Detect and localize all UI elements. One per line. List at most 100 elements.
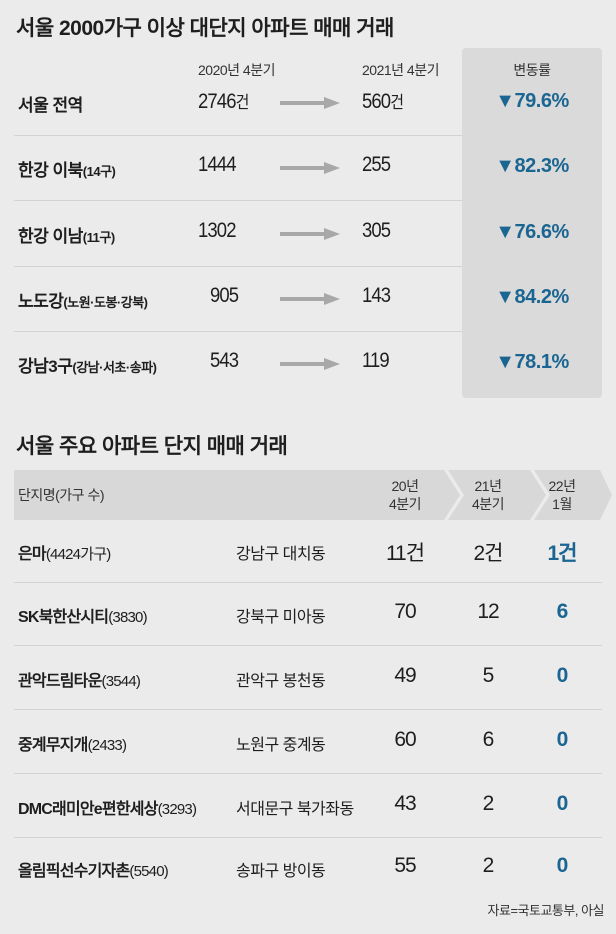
value: 2746 [198,90,236,113]
table-row: 노도강(노원·도봉·강북) 905 143 ▼84.2% [0,283,616,313]
value: 255 [362,153,391,176]
value-2020q4: 543 [210,349,239,373]
region-label: 서울 전역 [18,91,83,116]
region-name: 한강 이남 [18,227,83,246]
value-2021q4: 305 [362,219,391,243]
header-20q4: 20년 4분기 [388,478,422,512]
complex-name: 중계무지개(2433) [18,731,127,755]
region-label: 한강 이남(11구) [18,222,115,247]
value-21q4: 6 [482,728,495,751]
value-20q4: 43 [394,792,416,815]
region-note: (11구) [82,230,115,245]
value-21q4: 2 [482,792,495,815]
value: 1302 [198,219,236,242]
value-20q4: 60 [394,728,416,751]
col-header-change: 변동률 [513,62,551,78]
district: 강북구 미아동 [236,609,326,626]
value-2020q4: 1444 [198,153,236,177]
header-21q4: 21년 4분기 [471,478,505,512]
value-2020q4: 1302 [198,219,236,243]
value: 119 [362,349,390,372]
table-row: 중계무지개(2433) 노원구 중계동 60 6 0 [0,726,616,756]
region-label: 한강 이북(14구) [18,156,116,181]
household-count: (3830) [108,609,147,626]
value-2021q4: 143 [362,284,391,308]
region-name: 서울 전역 [18,96,83,115]
unit: 건 [235,93,250,112]
district: 강남구 대치동 [236,546,326,563]
complex-name-text: 올림픽선수기자촌 [18,863,130,880]
change-rate: ▼78.1% [495,351,569,373]
value-22jan: 0 [556,728,569,751]
value-20q4: 70 [394,600,416,623]
value-2020q4: 905 [210,284,239,308]
value-21q4: 2 [482,854,495,877]
value-2020q4: 2746건 [198,88,250,114]
value-21q4: 2건 [473,542,504,565]
value: 905 [210,284,239,307]
value-22jan: 0 [556,792,569,815]
row-divider [14,582,602,583]
region-note: (14구) [82,164,116,179]
col-header-2020q4: 2020년 4분기 [198,62,275,78]
region-label: 강남3구(강남·서초·송파) [18,352,157,377]
complex-name-text: 중계무지개 [18,737,88,754]
household-count: (2433) [87,737,127,754]
household-count: (3293) [157,801,197,818]
complex-name: 관악드림타운(3544) [18,667,141,691]
value: 543 [210,349,239,372]
household-count: (3544) [101,673,141,690]
table2-header-band [14,470,612,520]
arrow-right-icon [280,162,340,174]
district: 서대문구 북가좌동 [236,801,354,818]
value-2021q4: 119 [362,349,390,373]
complex-name-text: 은마 [18,546,47,563]
complex-name: SK북한산시티(3830) [18,603,148,627]
row-divider [14,266,462,267]
complex-name: DMC래미안e편한세상(3293) [18,795,197,819]
district: 송파구 방이동 [236,863,326,880]
value: 1444 [198,153,236,176]
table-row: 강남3구(강남·서초·송파) 543 119 ▼78.1% [0,348,616,378]
header-22jan: 22년 1월 [548,478,576,512]
row-divider [14,135,462,136]
region-name: 강남3구 [18,357,73,376]
value-21q4: 5 [482,664,495,687]
value-21q4: 12 [477,600,499,623]
value: 305 [362,219,391,242]
source-note: 자료=국토교통부, 아실 [487,903,605,918]
value-20q4: 11건 [385,542,425,565]
table-row: 관악드림타운(3544) 관악구 봉천동 49 5 0 [0,662,616,692]
row-divider [14,773,602,774]
change-rate: ▼76.6% [495,221,569,243]
value-22jan: 0 [556,664,569,687]
value-22jan: 6 [556,600,569,623]
table2-title: 서울 주요 아파트 단지 매매 거래 [16,435,288,458]
header-complex-name: 단지명(가구 수) [18,487,105,503]
value-2021q4: 255 [362,153,391,177]
table-row: 한강 이남(11구) 1302 305 ▼76.6% [0,218,616,248]
region-note: (노원·도봉·강북) [63,295,148,310]
table-row: 서울 전역 2746건 560건 ▼79.6% [0,87,616,117]
arrow-right-icon [280,228,340,240]
value-20q4: 49 [394,664,416,687]
complex-name: 올림픽선수기자촌(5540) [18,857,169,881]
value-22jan: 0 [556,854,569,877]
household-count: (4424가구) [45,546,111,563]
row-divider [14,837,602,838]
col-header-2021q4: 2021년 4분기 [362,62,439,78]
region-note: (강남·서초·송파) [72,360,157,375]
household-count: (5540) [129,863,168,880]
region-label: 노도강(노원·도봉·강북) [18,287,148,312]
arrow-right-icon [280,293,340,305]
district: 관악구 봉천동 [236,673,326,690]
table-row: 은마(4424가구) 강남구 대치동 11건 2건 1건 [0,535,616,565]
value-22jan: 1건 [547,542,578,565]
row-divider [14,645,602,646]
value-2021q4: 560건 [362,88,404,114]
unit: 건 [390,93,404,112]
complex-name-text: DMC래미안e편한세상 [18,801,158,818]
value-20q4: 55 [394,854,416,877]
complex-name: 은마(4424가구) [18,540,111,564]
district: 노원구 중계동 [236,737,326,754]
